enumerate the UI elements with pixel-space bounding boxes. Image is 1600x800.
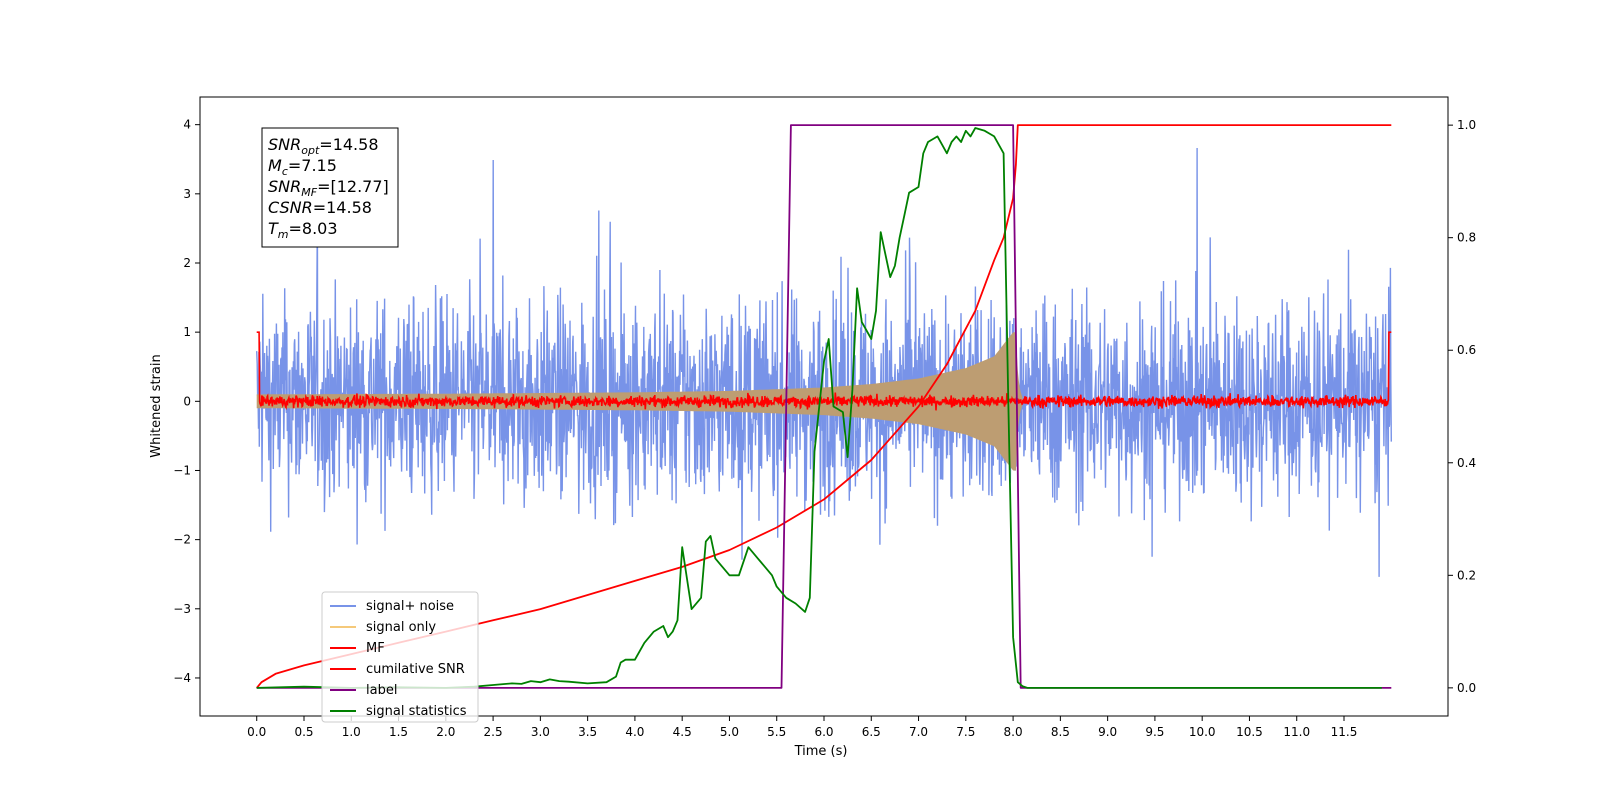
legend-entry: cumilative SNR (366, 662, 465, 677)
y-tick-label-right: 0.4 (1457, 456, 1476, 470)
x-tick-label: 7.0 (909, 725, 928, 739)
x-tick-label: 10.5 (1236, 725, 1263, 739)
x-tick-label: 5.5 (767, 725, 786, 739)
y-axis-right: 1.0 0.8 0.6 0.4 0.2 0.0 (1448, 118, 1476, 695)
info-box: SNRopt=14.58Mc=7.15SNRMF=[12.77]CSNR=14.… (261, 127, 399, 248)
y-axis-left: 4 3 2 1 0 −1 −2 −3 −4 (173, 118, 200, 685)
x-tick-label: 7.5 (956, 725, 975, 739)
x-tick-label: 1.5 (389, 725, 408, 739)
y-tick-label-left: −1 (173, 463, 191, 477)
y-axis-label: Whitened strain (149, 354, 164, 457)
x-axis-label: Time (s) (794, 744, 848, 759)
x-tick-label: 3.0 (531, 725, 550, 739)
series-signal-statistics (256, 127, 1382, 689)
y-tick-label-right: 0.0 (1457, 681, 1476, 695)
x-tick-label: 0.5 (294, 725, 313, 739)
legend: signal+ noise signal only MF cumilative SNR… (321, 591, 479, 723)
y-tick-label-left: −4 (173, 671, 191, 685)
x-tick-label: 2.0 (436, 725, 455, 739)
x-tick-label: 6.5 (862, 725, 881, 739)
y-tick-label-left: −3 (173, 602, 191, 616)
y-tick-label-left: 3 (183, 187, 191, 201)
y-tick-label-right: 1.0 (1457, 118, 1476, 132)
y-tick-label-left: 0 (183, 394, 191, 408)
legend-entry: signal+ noise (366, 599, 454, 614)
legend-entry: MF (366, 641, 385, 656)
info-line: CSNR=14.58 (268, 198, 372, 217)
y-tick-label-left: 1 (183, 325, 191, 339)
info-line: Mc=7.15 (268, 156, 337, 178)
x-tick-label: 2.5 (484, 725, 503, 739)
x-tick-label: 11.0 (1283, 725, 1310, 739)
x-axis: 0.0 0.5 1.0 1.5 2.0 2.5 3.0 3.5 4.0 4.5 5.0 5.5 6.0 6… (247, 716, 1357, 739)
x-tick-label: 8.5 (1051, 725, 1070, 739)
legend-entry: signal only (366, 620, 436, 635)
y-tick-label-right: 0.2 (1457, 568, 1476, 582)
x-tick-label: 11.5 (1331, 725, 1358, 739)
y-tick-label-left: 4 (183, 118, 191, 132)
x-tick-label: 10.0 (1189, 725, 1216, 739)
y-tick-label-right: 0.6 (1457, 343, 1476, 357)
x-tick-label: 6.0 (814, 725, 833, 739)
series-mf (256, 331, 1392, 411)
y-tick-label-left: 2 (183, 256, 191, 270)
y-tick-label-right: 0.8 (1457, 231, 1476, 245)
x-tick-label: 1.0 (342, 725, 361, 739)
legend-entry: signal statistics (366, 704, 467, 719)
info-line: Tm=8.03 (268, 219, 338, 241)
x-tick-label: 9.0 (1098, 725, 1117, 739)
info-line: SNRopt=14.58 (268, 135, 379, 157)
x-tick-label: 3.5 (578, 725, 597, 739)
series-label (256, 124, 1392, 689)
x-tick-label: 4.5 (673, 725, 692, 739)
x-tick-label: 4.0 (625, 725, 644, 739)
legend-entry: label (366, 683, 397, 698)
x-tick-label: 5.0 (720, 725, 739, 739)
x-tick-label: 8.0 (1004, 725, 1023, 739)
info-line: SNRMF=[12.77] (268, 177, 389, 199)
y-tick-label-left: −2 (173, 533, 191, 547)
x-tick-label: 9.5 (1145, 725, 1164, 739)
x-tick-label: 0.0 (247, 725, 266, 739)
